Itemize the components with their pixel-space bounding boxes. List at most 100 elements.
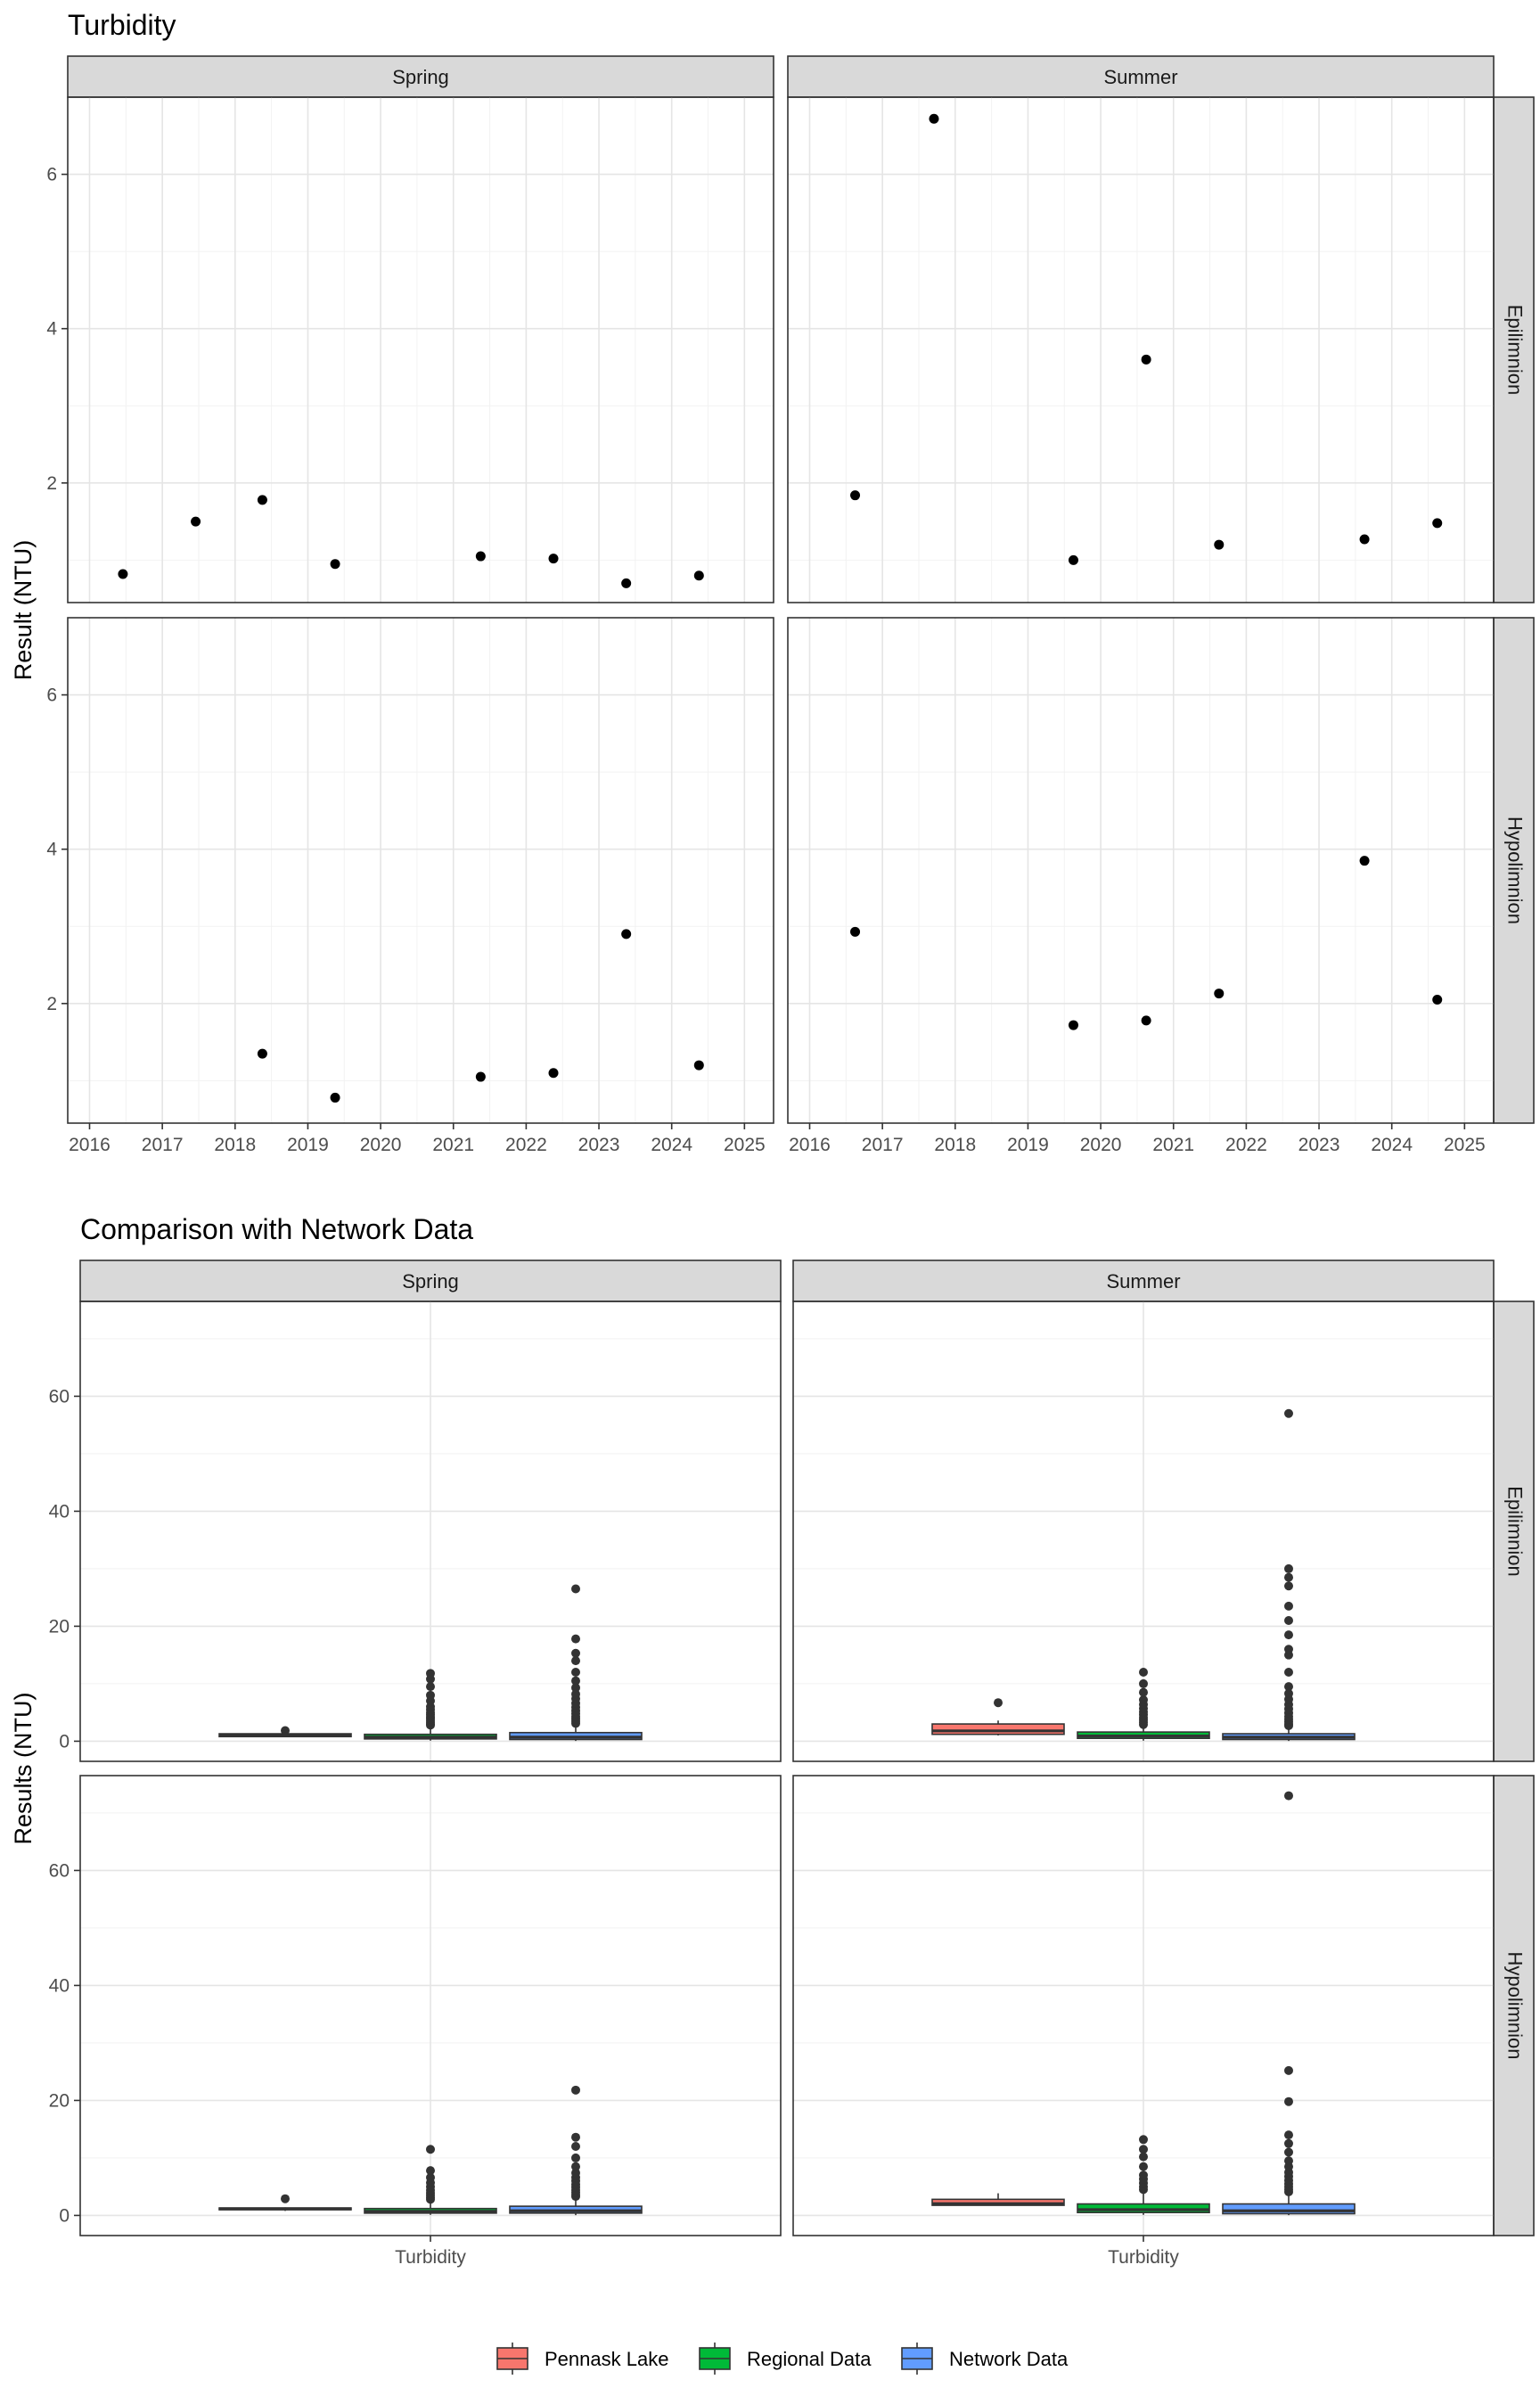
data-point: [850, 926, 861, 937]
data-point: [1432, 518, 1443, 529]
data-point: [1141, 1015, 1151, 1026]
row-strip-epilimnion: [1493, 96, 1535, 603]
outlier-point: [571, 2153, 580, 2162]
x-tick-label: 2017: [862, 1135, 904, 1155]
outlier-point: [571, 1656, 580, 1666]
data-point: [475, 1071, 486, 1082]
y-tick-label: 4: [46, 319, 57, 340]
box-pennask-lake: [218, 2194, 352, 2211]
x-tick-label: 2023: [1298, 1135, 1340, 1155]
facet-strip-summer: [787, 55, 1495, 98]
y-axis-title: Result (NTU): [10, 540, 37, 681]
x-tick-label: 2016: [789, 1135, 831, 1155]
box-iqr: [931, 1723, 1065, 1735]
facet-strip-spring: [79, 1260, 782, 1302]
x-tick-label: 2024: [1371, 1135, 1413, 1155]
box-regional-data: [1077, 1668, 1210, 1741]
outlier-point: [426, 2145, 435, 2154]
outlier-point: [571, 1668, 580, 1678]
panel-border: [787, 617, 1495, 1124]
box-pennask-lake: [931, 2193, 1065, 2206]
data-point: [1141, 354, 1151, 365]
legend-item: Network Data: [901, 2343, 1069, 2375]
panel-spring-hypolimnion: 2 4 6 2016 2017 2018 2019 2020 2021 2022 2023 2024 2…: [46, 617, 774, 1155]
data-point: [118, 569, 128, 579]
data-point: [850, 490, 861, 501]
y-tick-label: 2: [46, 473, 57, 494]
legend-item: Pennask Lake: [496, 2343, 668, 2375]
panel-spring-epilimnion: 2 4 6: [46, 96, 774, 603]
outlier-point: [1139, 2145, 1148, 2154]
y-tick-label: 40: [49, 1975, 70, 1996]
outlier-point: [426, 2166, 435, 2176]
row-strip-hypolimnion: [1493, 617, 1535, 1124]
x-tick-label: 2016: [69, 1135, 111, 1155]
row-label-hypolimnion: Hypolimnion: [1504, 1951, 1527, 2059]
panel-border: [67, 617, 774, 1124]
data-point: [621, 929, 632, 940]
data-point: [330, 559, 340, 570]
x-tick-label: 2020: [360, 1135, 402, 1155]
outlier-point: [1139, 2170, 1148, 2180]
outlier-point: [1139, 1694, 1148, 1704]
facet-label-summer: Summer: [1106, 1270, 1180, 1292]
outlier-point: [1139, 2162, 1148, 2171]
x-tick-label: 2018: [214, 1135, 256, 1155]
facet-label-summer: Summer: [1103, 66, 1177, 88]
x-tick-label: 2021: [432, 1135, 474, 1155]
y-axis-title: Results (NTU): [10, 1692, 37, 1844]
data-point: [1432, 994, 1443, 1005]
outlier-point: [571, 1683, 580, 1693]
outlier-point: [1284, 1630, 1293, 1640]
outlier-point: [1139, 1687, 1148, 1697]
box-pennask-lake: [218, 1726, 352, 1738]
box-pennask-lake: [931, 1698, 1065, 1735]
data-point: [1068, 554, 1078, 565]
outlier-point: [1284, 2138, 1293, 2148]
data-point: [330, 1092, 340, 1103]
outlier-point: [1139, 1678, 1148, 1688]
y-tick-label: 6: [46, 685, 57, 706]
x-tick-label: 2020: [1080, 1135, 1122, 1155]
outlier-point: [571, 2085, 580, 2095]
box-network-data: [509, 1584, 643, 1742]
outlier-point: [1139, 2152, 1148, 2162]
x-tick-label: 2018: [934, 1135, 976, 1155]
row-label-epilimnion: Epilimnion: [1504, 1486, 1527, 1577]
y-tick-label: 20: [49, 2090, 70, 2111]
data-point: [548, 554, 559, 564]
panel-spring-hypolimnion: 0 20 40 60 Turbidity: [49, 1775, 782, 2268]
row-strip-epilimnion: [1493, 1301, 1535, 1762]
x-tick-label: 2019: [287, 1135, 329, 1155]
legend-label: Pennask Lake: [545, 2348, 668, 2370]
data-point: [621, 578, 632, 588]
data-point: [475, 551, 486, 562]
outlier-point: [1284, 1601, 1293, 1611]
data-point: [693, 570, 704, 581]
outlier-point: [1284, 1563, 1293, 1573]
y-tick-label: 60: [49, 1386, 70, 1407]
data-point: [191, 516, 201, 527]
x-tick-label: 2022: [1225, 1135, 1267, 1155]
panel-summer-epilimnion: [792, 1301, 1495, 1762]
data-point: [548, 1068, 559, 1079]
outlier-point: [1139, 1668, 1148, 1678]
box-regional-data: [1077, 2135, 1210, 2215]
panel-border: [787, 96, 1495, 603]
outlier-point: [426, 1682, 435, 1692]
x-tick-label: 2024: [651, 1135, 692, 1155]
outlier-point: [281, 2194, 290, 2203]
outlier-point: [571, 2168, 580, 2178]
data-point: [257, 1048, 267, 1059]
x-tick-label: 2022: [505, 1135, 547, 1155]
data-point: [693, 1060, 704, 1071]
legend-item: Regional Data: [699, 2343, 872, 2375]
x-tick-label: 2025: [724, 1135, 766, 1155]
box-iqr: [1077, 2203, 1210, 2213]
box-network-data: [509, 2085, 643, 2216]
outlier-point: [426, 1669, 435, 1678]
panel-border: [79, 1301, 782, 1762]
outlier-point: [1284, 2147, 1293, 2157]
data-point: [1068, 1020, 1078, 1030]
